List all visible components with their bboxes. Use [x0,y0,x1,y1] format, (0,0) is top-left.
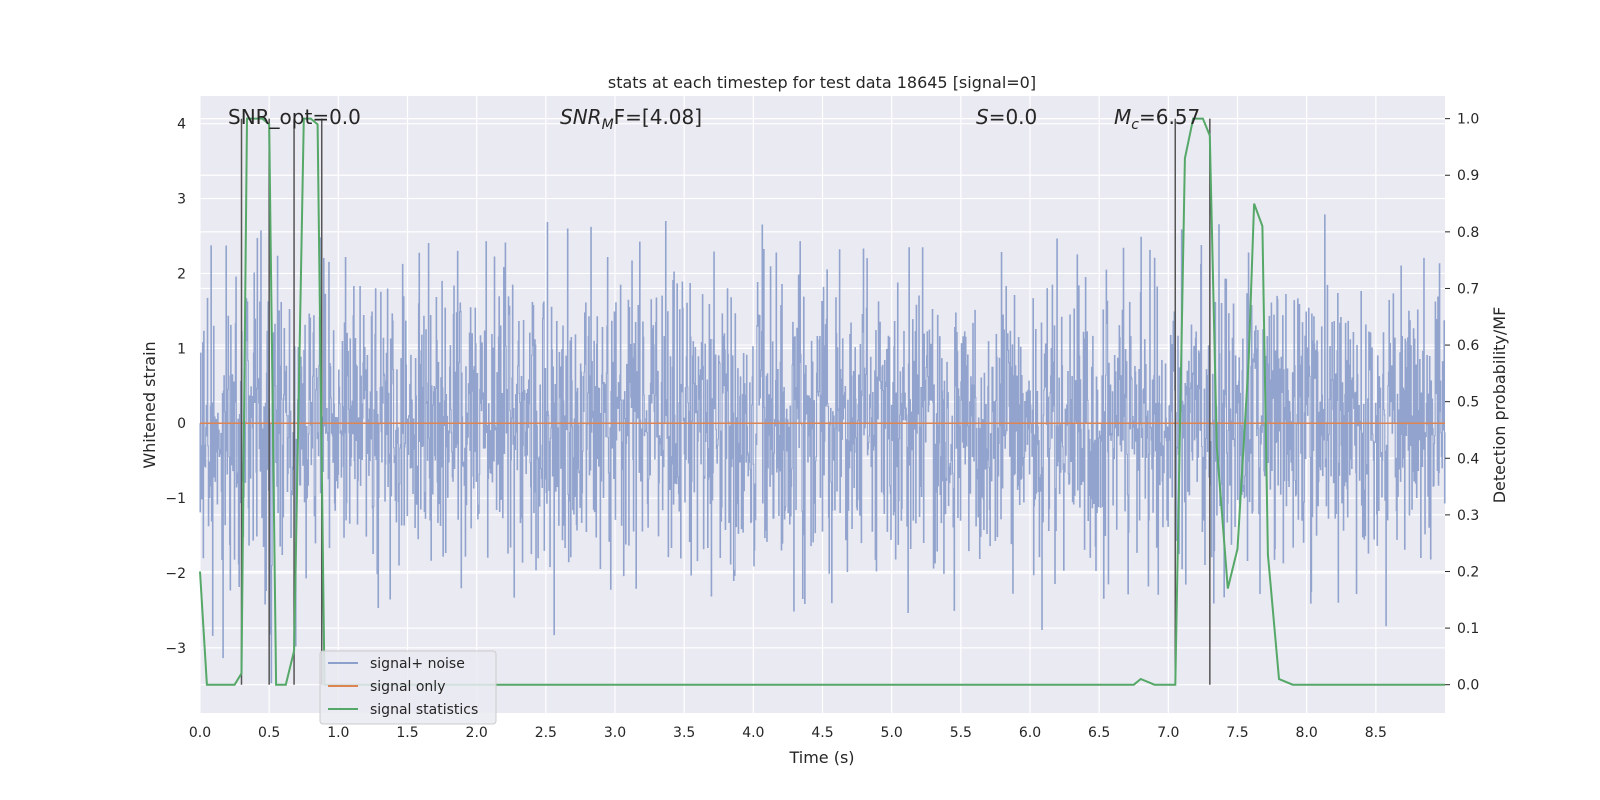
annotation-s-tail: =0.0 [989,105,1038,129]
x-tick-label: 1.0 [327,725,349,741]
legend-label-noise: signal+ noise [370,656,465,672]
annotation-s-main: S [976,105,989,129]
x-tick-label: 3.5 [673,725,695,741]
legend-label-signal: signal only [370,679,445,695]
annotation-mc-tail: =6.57 [1139,105,1200,129]
x-tick-label: 8.0 [1296,725,1318,741]
legend-label-stats: signal statistics [370,702,478,718]
x-axis-title: Time (s) [788,748,854,767]
annotation-s: S=0.0 [976,105,1037,129]
legend-box [319,650,497,725]
y-right-tick-label: 0.7 [1457,281,1479,297]
y-right-tick-label: 0.2 [1457,564,1479,580]
y-left-tick-label: 3 [177,192,186,208]
annotation-snr-mf-main: SNR [560,105,602,129]
annotation-snr-opt: SNR_opt=0.0 [228,105,361,129]
y-right-tick-label: 0.6 [1457,338,1479,354]
y-right-tick-label: 0.3 [1457,508,1479,524]
x-tick-label: 3.0 [604,725,626,741]
noise-line [199,214,1446,684]
x-tick-label: 4.0 [742,725,764,741]
x-tick-label: 2.5 [535,725,557,741]
x-tick-label: 1.5 [396,725,418,741]
vertical-markers [240,118,1211,685]
x-tick-label: 7.0 [1157,725,1179,741]
x-tick-label: 0.0 [189,725,211,741]
y-right-tick-labels: 0.0 0.1 0.2 0.3 0.4 0.5 0.6 0.7 0.8 0.9 1.0 [1445,112,1479,694]
signal-statistics-line [199,117,1445,686]
y-right-tick-label: 0.0 [1457,678,1479,694]
x-tick-label: 5.0 [881,725,903,741]
y-right-tick-label: 0.8 [1457,225,1479,241]
annotation-mc: Mc=6.57 [1114,105,1200,133]
x-tick-label: 7.5 [1226,725,1248,741]
y-right-tick-label: 1.0 [1457,112,1479,128]
x-tick-label: 6.5 [1088,725,1110,741]
x-tick-label: 8.5 [1365,725,1387,741]
legend: signal+ noise signal only signal statist… [319,650,497,725]
y-left-tick-label: 4 [177,117,186,133]
annotation-snr-mf-sub: M [602,117,614,133]
y-axis-right-title: Detection probability/MF [1490,307,1509,504]
annotation-mc-sub: c [1131,117,1139,133]
y-left-tick-label: 0 [177,416,186,432]
x-tick-label: 0.5 [258,725,280,741]
y-left-tick-label: 1 [177,341,186,357]
x-tick-labels: 0.0 0.5 1.0 1.5 2.0 2.5 3.0 3.5 4.0 4.5 5.0 5.5 6.0 6… [189,725,1387,741]
chart-title: stats at each timestep for test data 186… [608,73,1036,92]
annotation-snr-mf: SNRMF=[4.08] [560,105,702,133]
y-left-tick-label: −3 [165,641,186,657]
noise-series [199,214,1446,684]
x-tick-label: 6.0 [1019,725,1041,741]
x-tick-label: 5.5 [950,725,972,741]
y-right-tick-label: 0.5 [1457,395,1479,411]
y-right-tick-label: 0.1 [1457,621,1479,637]
x-tick-label: 4.5 [811,725,833,741]
x-tick-label: 2.0 [466,725,488,741]
y-right-tick-label: 0.9 [1457,168,1479,184]
annotation-snr-mf-tail: F=[4.08] [614,105,702,129]
y-axis-left-title: Whitened strain [140,341,159,468]
y-right-tick-label: 0.4 [1457,451,1479,467]
y-left-tick-label: −2 [165,566,186,582]
y-left-tick-label: 2 [177,266,186,282]
y-left-tick-label: −1 [165,491,186,507]
signal-statistics-series [199,117,1445,686]
y-left-tick-labels: −3 −2 −1 0 1 2 3 4 [165,117,186,657]
annotation-mc-main: M [1114,105,1131,129]
